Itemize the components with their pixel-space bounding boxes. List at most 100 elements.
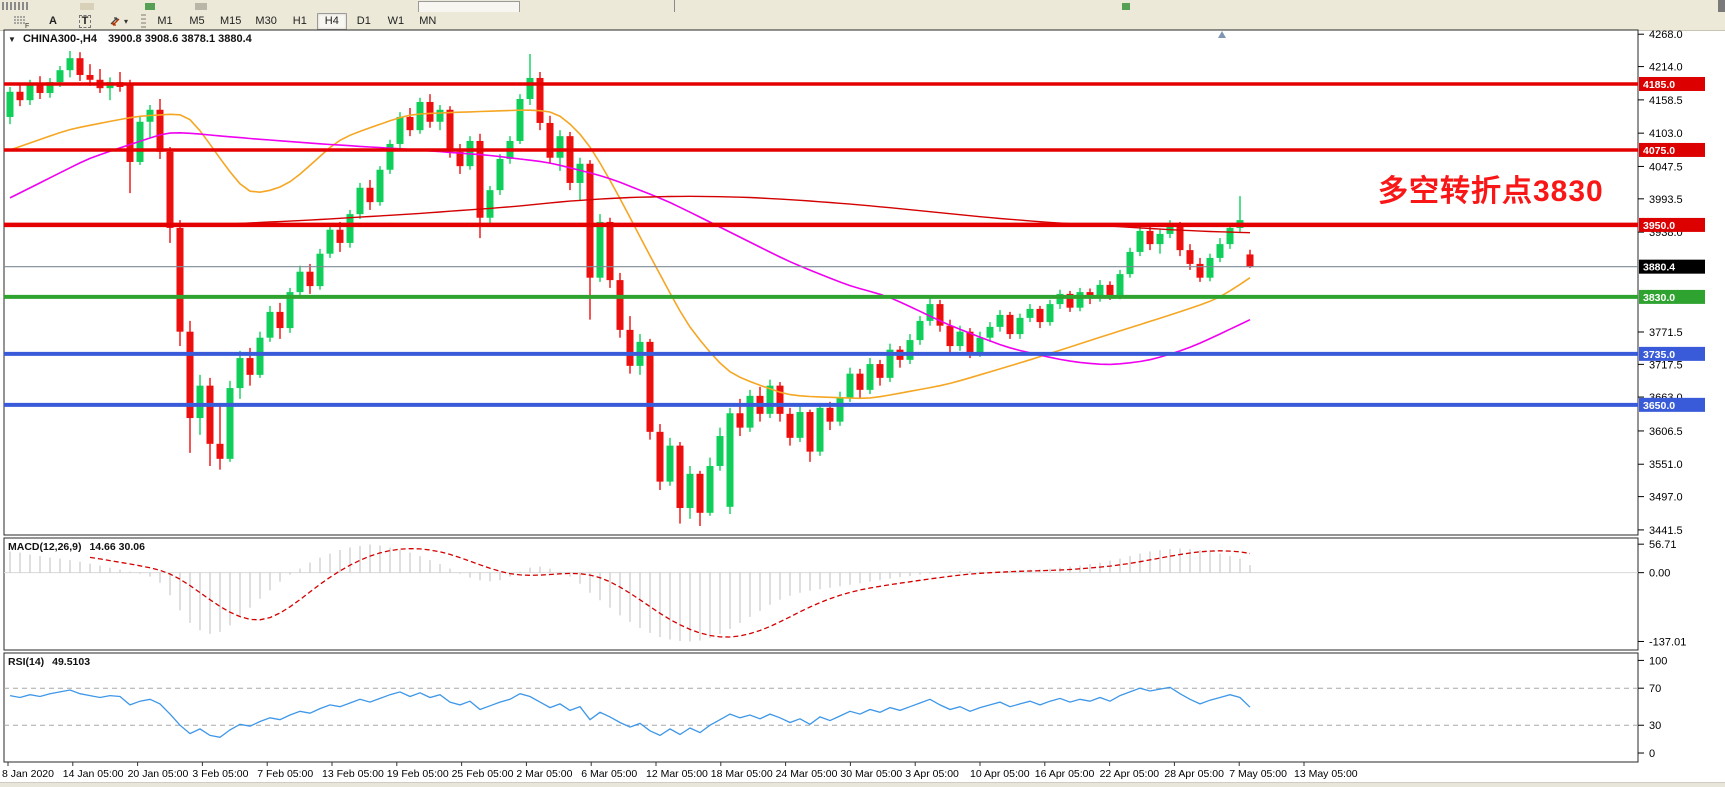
timeframe-button-h4[interactable]: H4: [316, 12, 347, 30]
timeframe-label: H1: [292, 15, 307, 27]
svg-text:-137.01: -137.01: [1649, 636, 1686, 648]
date-label: 2 Mar 05:00: [516, 768, 572, 780]
timeframe-button-m30[interactable]: M30: [249, 13, 282, 30]
arrows-icon: [110, 17, 120, 26]
toolbar-grip: [141, 14, 147, 28]
svg-text:30: 30: [1649, 720, 1661, 732]
letter-a-icon: A: [49, 15, 57, 27]
last-bar-marker-icon: [1218, 31, 1226, 38]
svg-text:4158.5: 4158.5: [1649, 95, 1683, 107]
price-badge-3950.0: [1639, 217, 1705, 232]
svg-text:3497.0: 3497.0: [1649, 492, 1683, 504]
chart-title: ▼ CHINA300-,H4 3900.8 3908.6 3878.1 3880…: [8, 33, 252, 45]
svg-text:4185.0: 4185.0: [1643, 79, 1675, 91]
macd-values: 14.66 30.06: [89, 541, 145, 553]
price-badge-4075.0: [1639, 142, 1705, 157]
macd-indicator-label: MACD(12,26,9) 14.66 30.06: [8, 541, 145, 553]
rsi-line: [9, 686, 1251, 738]
date-label: 22 Apr 05:00: [1100, 768, 1160, 780]
price-badge-3830.0: [1639, 289, 1705, 304]
svg-text:3880.4: 3880.4: [1643, 262, 1675, 274]
svg-text:4075.0: 4075.0: [1643, 145, 1675, 157]
date-label: 19 Feb 05:00: [387, 768, 449, 780]
svg-text:56.71: 56.71: [1649, 539, 1677, 551]
ohlc-values: 3900.8 3908.6 3878.1 3880.4: [108, 33, 252, 45]
date-label: 24 Mar 05:00: [776, 768, 838, 780]
horizontal-lines: 4185.0 4075.0 3950.0 3880.4 3830.0 3735.0 3650…: [4, 76, 1705, 412]
toolbar-divider: [674, 0, 675, 12]
timeframe-button-d1[interactable]: D1: [349, 13, 379, 30]
chart-annotation-text[interactable]: 多空转折点3830: [1378, 175, 1604, 208]
timeframe-button-w1[interactable]: W1: [381, 13, 411, 30]
date-label: 13 May 05:00: [1294, 768, 1358, 780]
toolbar-fragment-icon: [145, 3, 155, 10]
text-label-tool-button[interactable]: T: [70, 13, 100, 30]
date-label: 6 Mar 05:00: [581, 768, 637, 780]
date-label: 13 Feb 05:00: [322, 768, 384, 780]
arrow-objects-button[interactable]: ▾: [102, 13, 134, 30]
timeframe-label: D1: [356, 15, 371, 27]
svg-text:3441.5: 3441.5: [1649, 525, 1683, 537]
timeframe-button-h1[interactable]: H1: [285, 13, 315, 30]
price-axis-ticks: 4268.04214.04158.54103.04047.53993.53938…: [1638, 29, 1683, 537]
timeframe-button-m1[interactable]: M1: [150, 13, 180, 30]
svg-text:3717.5: 3717.5: [1649, 359, 1683, 371]
status-strip: [0, 782, 1725, 787]
toolbar-fragment-icon: [1122, 3, 1130, 10]
window-edge: [1718, 0, 1725, 12]
timeframe-label: H4: [324, 15, 339, 27]
date-label: 14 Jan 05:00: [63, 768, 124, 780]
rsi-indicator-label: RSI(14) 49.5103: [8, 656, 90, 668]
svg-text:100: 100: [1649, 655, 1667, 667]
main-panel[interactable]: [3, 29, 1639, 536]
timeframe-button-m5[interactable]: M5: [182, 13, 212, 30]
date-label: 10 Apr 05:00: [970, 768, 1030, 780]
symbol-period-label: CHINA300-,H4: [22, 33, 97, 45]
text-tool-button[interactable]: A: [38, 13, 68, 30]
price-badge-3735.0: [1639, 346, 1705, 361]
date-label: 25 Feb 05:00: [452, 768, 514, 780]
macd-signal-line: [89, 547, 1251, 638]
date-label: 28 Apr 05:00: [1164, 768, 1224, 780]
price-badge-3880.4: [1639, 259, 1705, 274]
toolbar-fragment-icon: [195, 3, 207, 10]
svg-text:4214.0: 4214.0: [1649, 62, 1683, 74]
timeframe-label: M1: [157, 15, 173, 27]
rsi-value: 49.5103: [52, 656, 91, 668]
templates-button[interactable]: F: [6, 13, 36, 30]
time-axis[interactable]: 8 Jan 2020 14 Jan 05:00 20 Jan 05:00 3 Feb …: [2, 762, 1358, 780]
macd-histogram: [9, 544, 1251, 642]
rsi-axis-ticks: 100 70 30 0: [1638, 655, 1667, 760]
symbol-dropdown-icon[interactable]: ▼: [8, 35, 16, 44]
rsi-panel[interactable]: [3, 652, 1639, 763]
svg-text:70: 70: [1649, 683, 1661, 695]
timeframe-label: M5: [189, 15, 205, 27]
date-label: 20 Jan 05:00: [128, 768, 189, 780]
rsi-name: RSI(14): [8, 656, 45, 668]
timeframe-label: M30: [255, 15, 277, 27]
svg-text:0: 0: [1649, 748, 1655, 760]
timeframe-button-mn[interactable]: MN: [413, 13, 443, 30]
date-label: 8 Jan 2020: [2, 768, 54, 780]
candles-layer: [6, 50, 1254, 527]
timeframe-label: MN: [419, 15, 437, 27]
date-label: 7 Feb 05:00: [257, 768, 313, 780]
svg-text:3993.5: 3993.5: [1649, 194, 1683, 206]
timeframe-button-m15[interactable]: M15: [214, 13, 247, 30]
svg-text:3950.0: 3950.0: [1643, 220, 1675, 232]
svg-text:F: F: [25, 23, 29, 28]
svg-text:3830.0: 3830.0: [1643, 292, 1675, 304]
svg-text:3650.0: 3650.0: [1643, 400, 1675, 412]
timeframe-label: M15: [220, 15, 242, 27]
chevron-down-icon: ▾: [124, 16, 129, 26]
price-badge-3650.0: [1639, 397, 1705, 412]
toolbar-fragment-icon: [80, 3, 94, 10]
date-label: 30 Mar 05:00: [840, 768, 902, 780]
svg-text:4047.5: 4047.5: [1649, 161, 1683, 173]
macd-panel[interactable]: [3, 537, 1639, 651]
macd-axis-ticks: 56.71 0.00 -137.01: [1638, 539, 1686, 648]
svg-text:4103.0: 4103.0: [1649, 128, 1683, 140]
svg-text:3551.0: 3551.0: [1649, 459, 1683, 471]
macd-name: MACD(12,26,9): [8, 541, 82, 553]
